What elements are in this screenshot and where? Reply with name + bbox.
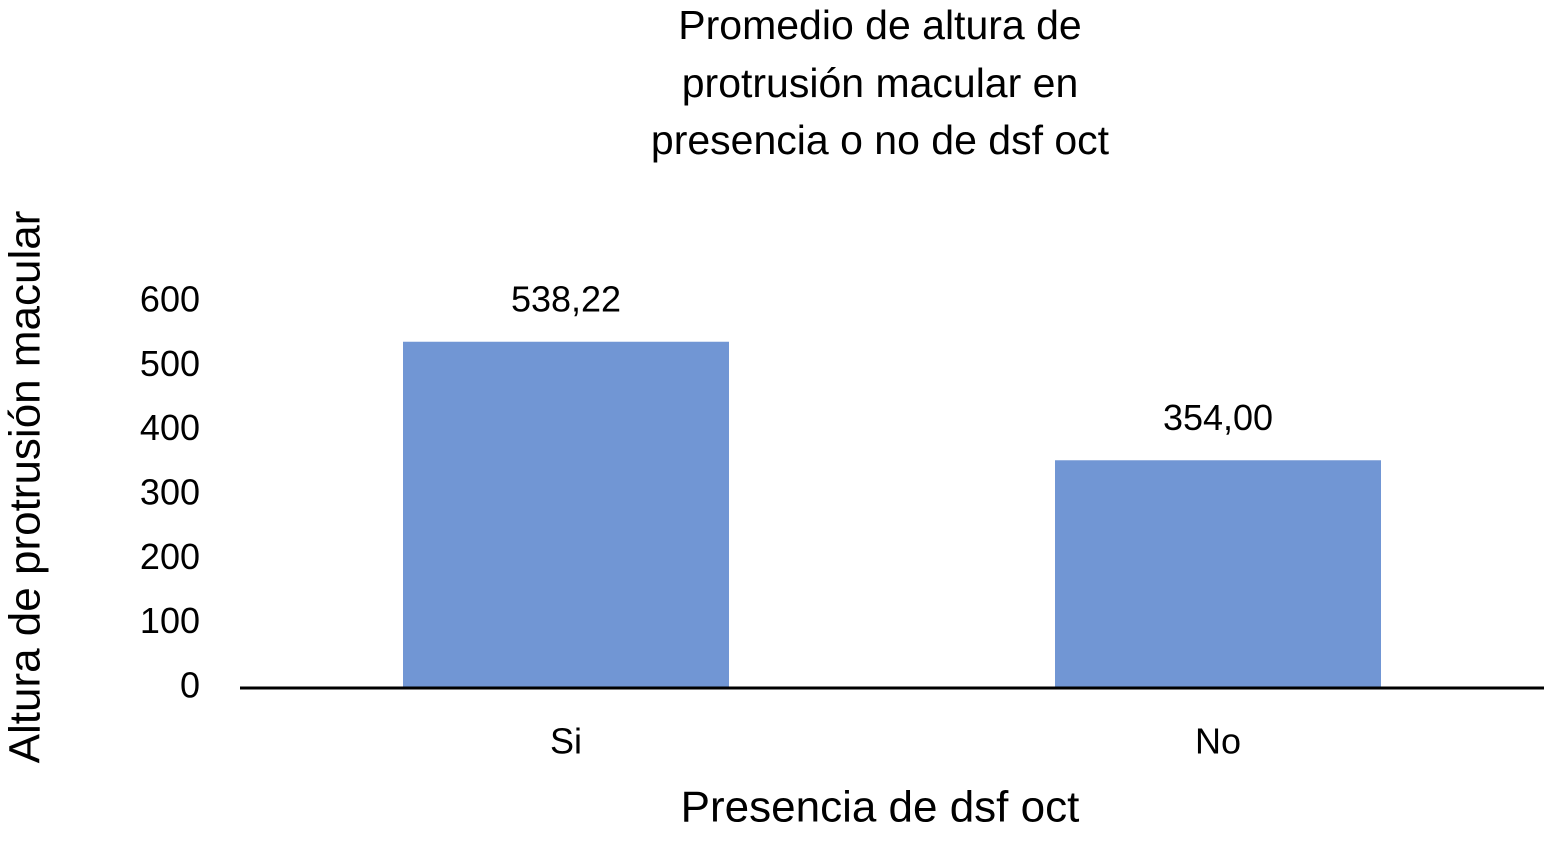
y-tick-label: 100: [140, 600, 200, 641]
y-axis-label: Altura de protrusión macular: [1, 211, 50, 764]
chart-title: protrusión macular en: [682, 60, 1079, 106]
y-tick-label: 0: [180, 665, 200, 706]
x-tick-label: Si: [550, 721, 582, 762]
y-tick-label: 300: [140, 472, 200, 513]
bar: [1055, 460, 1381, 688]
y-tick-label: 200: [140, 536, 200, 577]
y-tick-label: 600: [140, 279, 200, 320]
chart-title: Promedio de altura de: [678, 2, 1081, 48]
y-tick-label: 400: [140, 407, 200, 448]
x-axis-label: Presencia de dsf oct: [681, 783, 1080, 832]
chart-title: presencia o no de dsf oct: [651, 117, 1110, 163]
x-tick-label: No: [1195, 721, 1241, 762]
bar: [403, 341, 729, 688]
data-label: 354,00: [1163, 397, 1273, 438]
data-label: 538,22: [511, 278, 621, 319]
y-tick-label: 500: [140, 343, 200, 384]
